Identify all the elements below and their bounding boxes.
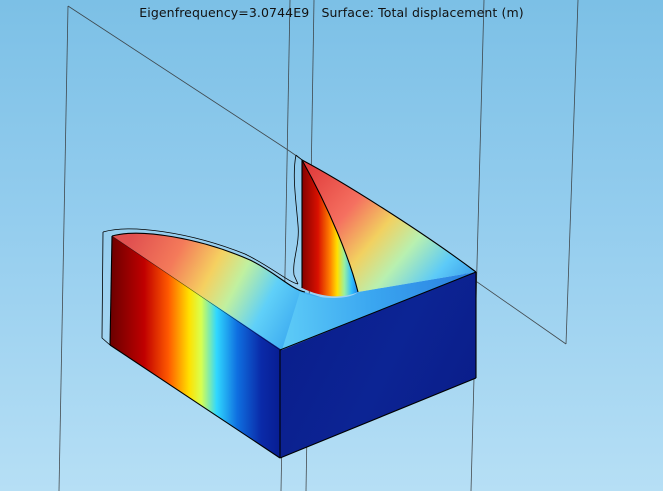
top-surface-right-arm [302,160,476,292]
left-side-face [110,236,282,458]
geometry-edges [101,154,477,459]
notch-inner-face [302,160,358,297]
plot-title: Eigenfrequency=3.0744E9 Surface: Total d… [139,5,524,20]
front-face [280,272,476,458]
top-surface-left-arm [112,233,330,350]
